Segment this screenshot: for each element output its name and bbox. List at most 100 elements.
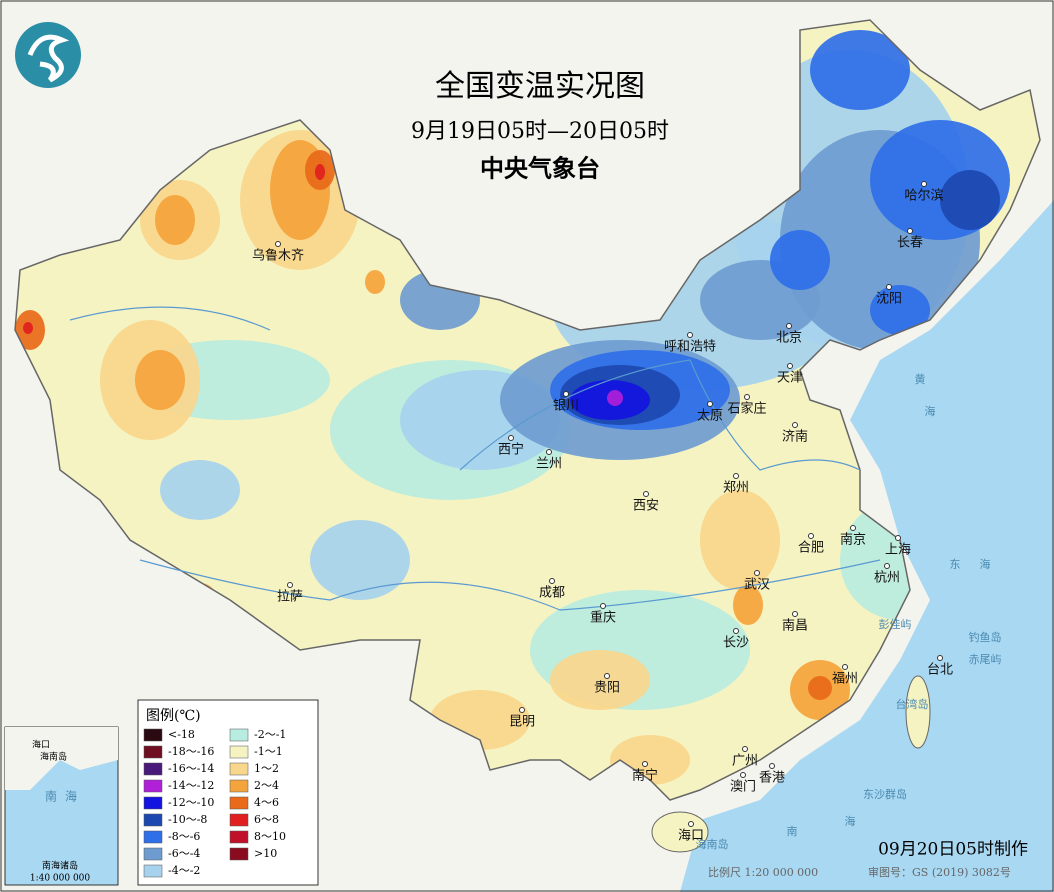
hainan bbox=[651, 811, 709, 853]
city-dot bbox=[287, 582, 293, 588]
city-label: 哈尔滨 bbox=[904, 188, 943, 204]
city-dot bbox=[895, 535, 901, 541]
city-label: 北京 bbox=[776, 331, 802, 346]
city-label: 郑州 bbox=[723, 481, 749, 496]
city-label: 天津 bbox=[777, 371, 803, 386]
city-label: 福州 bbox=[832, 672, 858, 687]
city-dot bbox=[744, 394, 750, 400]
made-time: 09月20日05时制作 bbox=[878, 840, 1028, 860]
city-dot bbox=[886, 284, 892, 290]
legend-label: -6～-4 bbox=[168, 847, 200, 860]
inset-label: 海南岛 bbox=[40, 751, 67, 763]
city-dot bbox=[921, 181, 927, 187]
sea-label: 海 bbox=[845, 814, 856, 828]
city-label: 武汉 bbox=[744, 578, 770, 593]
legend-swatch bbox=[229, 762, 249, 776]
legend-label: -14～-12 bbox=[168, 779, 214, 792]
legend-label: -16～-14 bbox=[168, 762, 214, 775]
inset-label: 1:40 000 000 bbox=[30, 874, 91, 884]
city-dot bbox=[884, 563, 890, 569]
inset-label: 海口 bbox=[32, 739, 50, 751]
city-label: 长沙 bbox=[723, 636, 749, 651]
legend-label: -4～-2 bbox=[168, 864, 200, 877]
temperature-area bbox=[607, 390, 623, 406]
city-dot bbox=[687, 332, 693, 338]
city-dot bbox=[792, 611, 798, 617]
city-label: 拉萨 bbox=[277, 590, 303, 605]
city-dot bbox=[733, 473, 739, 479]
legend-label: 1～2 bbox=[254, 762, 279, 775]
temperature-area bbox=[808, 676, 832, 700]
city-label: 西安 bbox=[633, 499, 659, 514]
city-dot bbox=[769, 763, 775, 769]
city-dot bbox=[643, 491, 649, 497]
legend-swatch bbox=[229, 796, 249, 810]
temperature-area bbox=[870, 285, 930, 335]
city-label: 南京 bbox=[840, 532, 866, 548]
city-label: 重庆 bbox=[590, 610, 616, 626]
logo bbox=[15, 22, 81, 88]
agency: 中央气象台 bbox=[480, 154, 600, 183]
city-label: 银川 bbox=[553, 399, 579, 414]
city-label: 台北 bbox=[927, 663, 953, 678]
legend-swatch bbox=[229, 745, 249, 759]
city-dot bbox=[549, 578, 555, 584]
temperature-area bbox=[940, 170, 1000, 230]
temperature-area bbox=[23, 322, 33, 334]
temperature-area bbox=[733, 585, 763, 625]
city-dot bbox=[546, 449, 552, 455]
legend-swatch bbox=[143, 779, 163, 793]
city-dot bbox=[850, 525, 856, 531]
sea-label: 海 bbox=[925, 404, 936, 418]
logo-mark bbox=[27, 34, 70, 83]
legend-swatch bbox=[143, 864, 163, 878]
legend-swatch bbox=[229, 813, 249, 827]
temperature-area bbox=[135, 350, 185, 410]
scale: 比例尺 1:20 000 000 bbox=[708, 865, 818, 879]
legend-swatch bbox=[143, 796, 163, 810]
sea-label: 台湾岛 bbox=[896, 697, 929, 711]
legend-label: 4～6 bbox=[254, 796, 279, 809]
inset-label: 海 bbox=[65, 789, 77, 804]
temperature-area bbox=[365, 270, 385, 294]
city-dot bbox=[563, 391, 569, 397]
temperature-area bbox=[700, 490, 780, 590]
city-dot bbox=[937, 655, 943, 661]
legend-swatch bbox=[229, 779, 249, 793]
sea-label: 东 bbox=[950, 558, 961, 571]
city-label: 合肥 bbox=[798, 541, 824, 556]
legend-label: <-18 bbox=[168, 728, 195, 741]
review-number: 审图号：GS (2019) 3082号 bbox=[868, 865, 1011, 879]
legend-swatch bbox=[143, 830, 163, 844]
legend-label: -18～-16 bbox=[168, 745, 214, 758]
city-label: 石家庄 bbox=[727, 401, 766, 417]
city-dot bbox=[808, 533, 814, 539]
city-dot bbox=[508, 435, 514, 441]
city-label: 南昌 bbox=[782, 618, 808, 634]
temperature-area bbox=[550, 650, 650, 710]
sea-label: 黄 bbox=[915, 372, 926, 386]
sea-label: 东沙群岛 bbox=[863, 787, 907, 801]
city-label: 济南 bbox=[782, 429, 808, 445]
legend-title: 图例(℃) bbox=[146, 708, 201, 724]
legend-swatch bbox=[143, 813, 163, 827]
sea-label: 钓鱼岛 bbox=[969, 630, 1002, 644]
title: 全国变温实况图 bbox=[435, 69, 645, 104]
legend-swatch bbox=[143, 728, 163, 742]
legend-label: -8～-6 bbox=[168, 830, 200, 843]
legend: 图例(℃) <-18 -18～-16 -16～-14 -14～-12 -12～-10 -1… bbox=[137, 699, 319, 886]
city-dot bbox=[792, 422, 798, 428]
taiwan bbox=[905, 675, 931, 749]
city-label: 沈阳 bbox=[876, 292, 902, 307]
temperature-area bbox=[315, 164, 325, 180]
legend-label: -2～-1 bbox=[254, 728, 286, 741]
city-dot bbox=[787, 363, 793, 369]
legend-frame bbox=[137, 699, 319, 886]
city-label: 广州 bbox=[732, 754, 758, 769]
temperature-area bbox=[160, 460, 240, 520]
city-label: 成都 bbox=[539, 586, 565, 601]
sea-label: 海 bbox=[980, 557, 991, 571]
city-label: 南宁 bbox=[632, 768, 658, 784]
city-label: 长春 bbox=[897, 236, 923, 251]
